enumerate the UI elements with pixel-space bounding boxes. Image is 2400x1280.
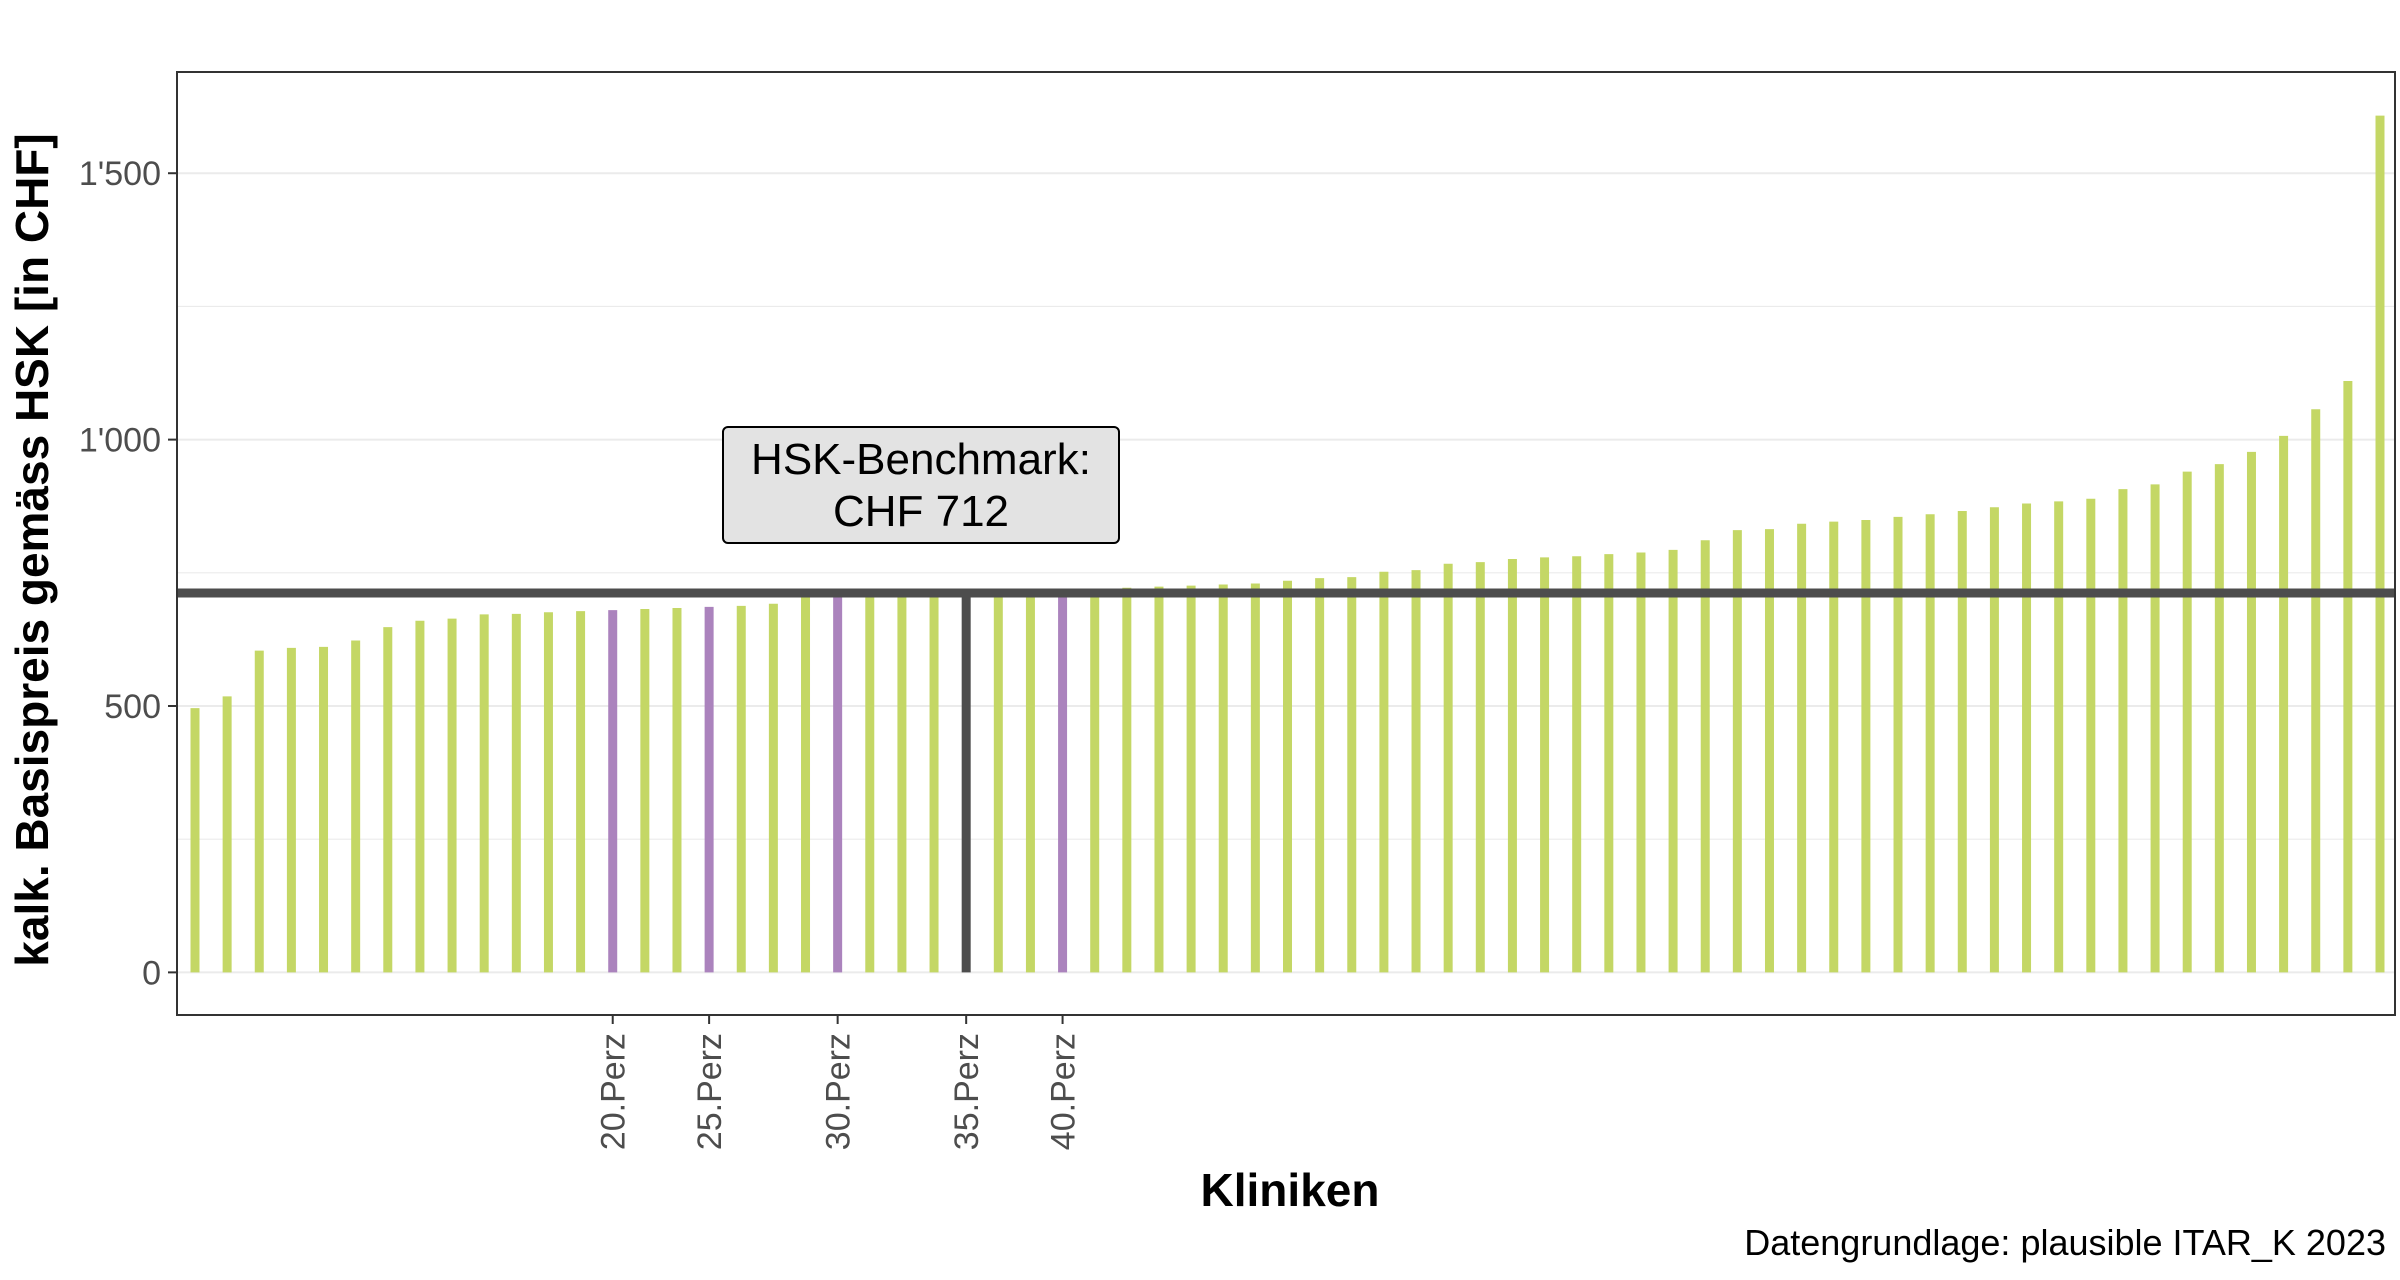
benchmark-annotation-title: HSK-Benchmark: bbox=[751, 435, 1091, 484]
y-tick-label: 1'000 bbox=[79, 422, 161, 460]
x-axis-title: Kliniken bbox=[1200, 1164, 1380, 1216]
data-source-caption: Datengrundlage: plausible ITAR_K 2023 bbox=[1744, 1222, 2386, 1263]
y-tick-label: 500 bbox=[104, 688, 161, 726]
x-percentile-label: 25.Perz bbox=[691, 1033, 729, 1150]
x-percentile-label: 20.Perz bbox=[595, 1033, 633, 1150]
y-tick-label: 0 bbox=[142, 954, 161, 992]
x-axis-percentile-labels: 20.Perz 25.Perz 30.Perz 35.Perz 40.Perz bbox=[595, 1015, 1083, 1150]
bars bbox=[190, 115, 2385, 973]
x-percentile-label: 40.Perz bbox=[1045, 1033, 1083, 1150]
y-axis: 0 500 1'000 1'500 bbox=[79, 155, 177, 992]
benchmark-annotation-value: CHF 712 bbox=[832, 487, 1010, 536]
benchmark-annotation: HSK-Benchmark: CHF 712 bbox=[722, 426, 1120, 544]
plot-border bbox=[176, 71, 2396, 1016]
x-percentile-label: 35.Perz bbox=[948, 1033, 986, 1150]
x-percentile-label: 30.Perz bbox=[820, 1033, 858, 1150]
y-tick-label: 1'500 bbox=[79, 155, 161, 193]
